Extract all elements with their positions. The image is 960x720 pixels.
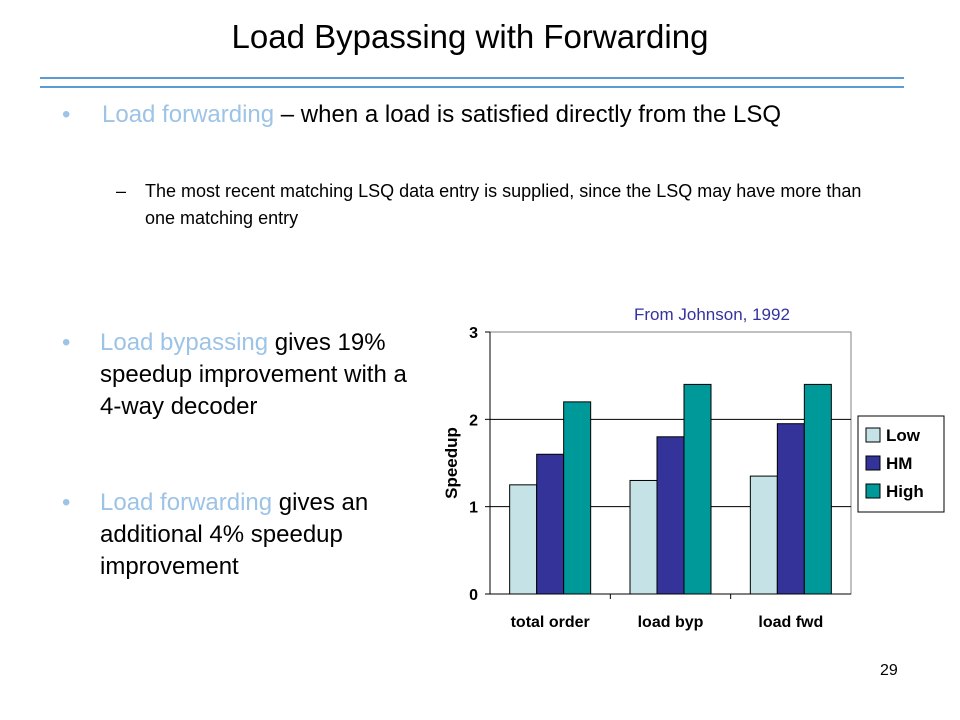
bar-hm-1 bbox=[536, 453, 565, 595]
y-tick-label: 1 bbox=[469, 500, 478, 517]
bar-low-1 bbox=[509, 484, 538, 595]
sub-bullet-dash: – bbox=[116, 181, 127, 201]
speedup-bar-chart: 0 1 2 3 total order load byp load fwd Speedup… bbox=[442, 325, 945, 631]
term-load-bypassing: Load bypassing bbox=[100, 329, 269, 356]
legend: Low HM High bbox=[857, 415, 945, 513]
x-tick-labels: total order load byp load fwd bbox=[511, 594, 823, 631]
title-divider-top bbox=[40, 77, 904, 79]
legend-entries: Low HM High bbox=[865, 426, 924, 501]
legend-label-low: Low bbox=[886, 426, 921, 445]
bullet-load-bypassing-speedup: Load bypassing gives 19% speedup improve… bbox=[100, 327, 410, 423]
sub-bullet-most-recent-entry: The most recent matching LSQ data entry … bbox=[145, 181, 862, 228]
bar-hm-3 bbox=[776, 423, 805, 595]
bullet-text: – when a load is satisfied directly from… bbox=[274, 101, 782, 128]
bar-high-2 bbox=[683, 383, 712, 595]
bullet-dot: • bbox=[62, 101, 71, 128]
y-tick-label: 2 bbox=[469, 412, 478, 429]
y-axis-title: Speedup bbox=[442, 427, 461, 499]
bullet-load-forwarding-speedup: Load forwarding gives an additional 4% s… bbox=[100, 487, 410, 583]
bullet-text: gives 19% speedup improvement with a 4-w… bbox=[100, 329, 407, 420]
bar-low-2 bbox=[629, 479, 658, 595]
bullet-text: gives an additional 4% speedup improveme… bbox=[100, 489, 369, 580]
bar-high-3 bbox=[803, 383, 832, 595]
bullet-dot: • bbox=[62, 489, 71, 516]
term-load-forwarding: Load forwarding bbox=[102, 101, 275, 128]
slide-title: Load Bypassing with Forwarding bbox=[231, 18, 709, 55]
term-load-forwarding: Load forwarding bbox=[100, 489, 273, 516]
bar-low-3 bbox=[749, 475, 778, 595]
legend-label-high: High bbox=[886, 482, 924, 501]
legend-label-hm: HM bbox=[886, 454, 912, 473]
legend-swatch-hm bbox=[865, 455, 881, 471]
page-number: 29 bbox=[880, 662, 898, 679]
title-divider-bottom bbox=[40, 86, 904, 88]
bullet-load-forwarding-definition: Load forwarding – when a load is satisfi… bbox=[102, 98, 902, 132]
y-tick-label: 0 bbox=[469, 587, 478, 604]
x-tick-label: load byp bbox=[638, 614, 704, 631]
bar-hm-2 bbox=[656, 436, 685, 595]
source-note: From Johnson, 1992 bbox=[634, 305, 790, 324]
bars bbox=[490, 383, 851, 595]
legend-swatch-low bbox=[865, 427, 881, 443]
legend-swatch-high bbox=[865, 483, 881, 499]
x-tick-label: total order bbox=[511, 614, 590, 631]
y-tick-label: 3 bbox=[469, 325, 478, 342]
bar-high-1 bbox=[563, 401, 592, 595]
bullet-dot: • bbox=[62, 329, 71, 356]
y-tick-labels: 0 1 2 3 bbox=[469, 325, 490, 604]
x-tick-label: load fwd bbox=[758, 614, 823, 631]
